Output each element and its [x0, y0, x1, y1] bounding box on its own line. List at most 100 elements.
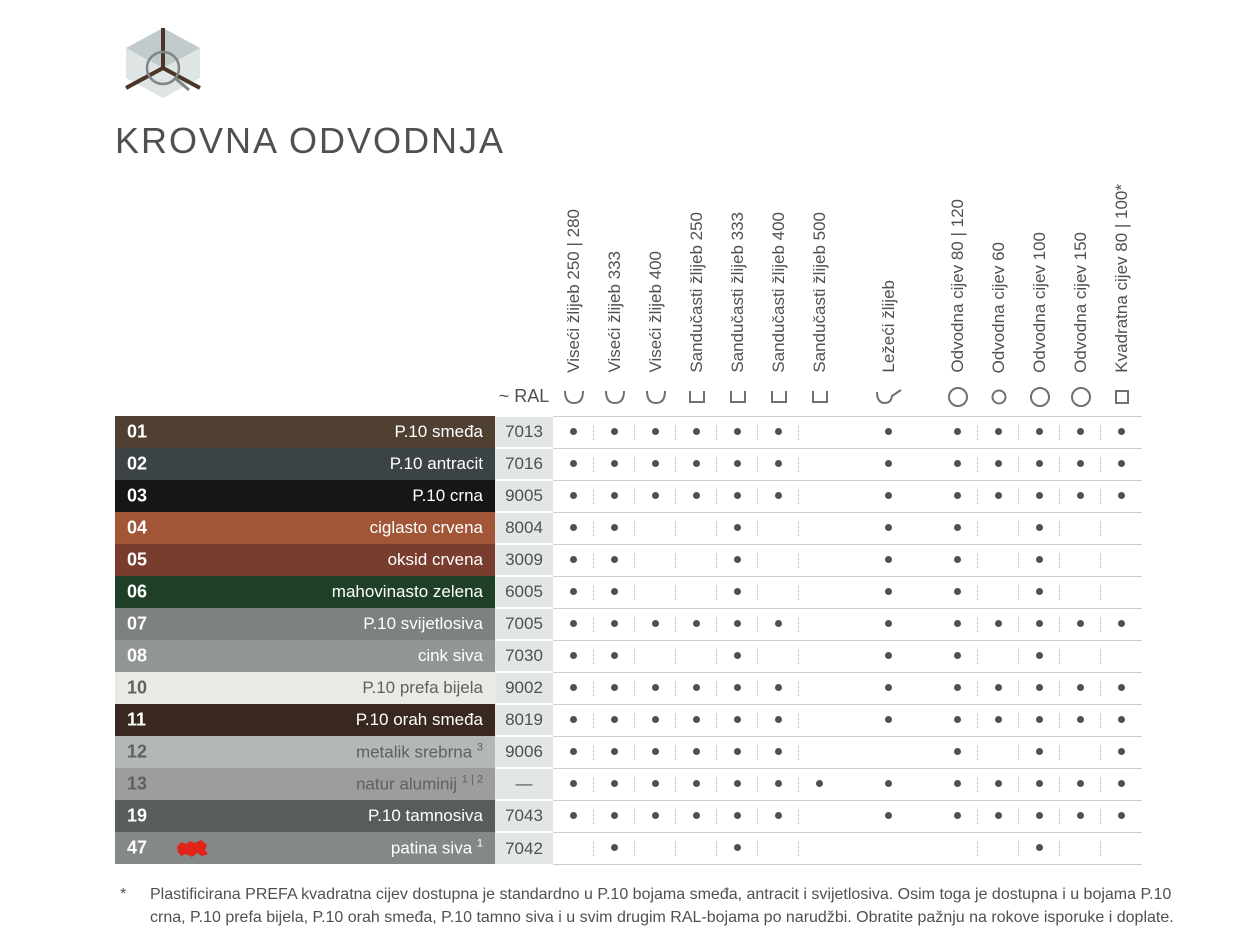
color-name: P.10 svijetlosiva — [363, 614, 483, 634]
column-header: Odvodna cijev 80 | 120 — [948, 199, 968, 373]
color-swatch: 12metalik srebrna 3 — [115, 736, 495, 768]
availability-dot — [1036, 460, 1043, 467]
availability-dot — [570, 620, 577, 627]
availability-cell — [553, 480, 594, 512]
availability-cell — [1019, 512, 1060, 544]
availability-dot — [995, 812, 1002, 819]
availability-dot — [570, 716, 577, 723]
table-row: 01P.10 smeđa7013 — [115, 416, 1142, 448]
availability-cell — [635, 416, 676, 448]
availability-cell — [758, 576, 799, 608]
availability-cell — [635, 768, 676, 800]
availability-cell — [676, 448, 717, 480]
availability-cell — [1019, 832, 1060, 864]
color-name: patina siva 1 — [391, 838, 483, 859]
availability-dot — [995, 716, 1002, 723]
availability-dot — [885, 460, 892, 467]
color-code: 04 — [127, 518, 147, 539]
shape-icon — [978, 382, 1019, 416]
availability-cell — [799, 544, 840, 576]
availability-dot — [775, 620, 782, 627]
availability-dot — [775, 780, 782, 787]
availability-cell — [1019, 704, 1060, 736]
availability-dot — [954, 620, 961, 627]
color-code: 06 — [127, 582, 147, 603]
availability-cell — [1060, 736, 1101, 768]
shape-icon — [1101, 382, 1142, 416]
availability-cell — [594, 448, 635, 480]
availability-cell — [1101, 416, 1142, 448]
availability-dot — [995, 780, 1002, 787]
availability-cell — [978, 448, 1019, 480]
color-swatch: 47 patina siva 1 — [115, 832, 495, 864]
availability-cell — [594, 736, 635, 768]
availability-cell — [1060, 480, 1101, 512]
availability-cell — [553, 608, 594, 640]
availability-cell — [937, 640, 978, 672]
availability-dot — [954, 716, 961, 723]
table-row: 11P.10 orah smeđa8019 — [115, 704, 1142, 736]
availability-dot — [775, 460, 782, 467]
table-row: 19P.10 tamnosiva7043 — [115, 800, 1142, 832]
availability-cell — [799, 672, 840, 704]
availability-dot — [611, 428, 618, 435]
availability-cell — [758, 800, 799, 832]
availability-dot — [734, 652, 741, 659]
availability-cell — [676, 768, 717, 800]
region-icon — [175, 837, 210, 859]
availability-dot — [1118, 716, 1125, 723]
availability-cell — [594, 512, 635, 544]
availability-cell — [1019, 672, 1060, 704]
shape-icon — [1019, 382, 1060, 416]
availability-dot — [570, 428, 577, 435]
availability-cell — [868, 576, 909, 608]
availability-cell — [799, 640, 840, 672]
table-row: 02P.10 antracit7016 — [115, 448, 1142, 480]
availability-dot — [1077, 492, 1084, 499]
availability-cell — [868, 448, 909, 480]
availability-cell — [758, 672, 799, 704]
footnote-text: Plastificirana PREFA kvadratna cijev dos… — [150, 883, 1190, 929]
color-swatch: 10P.10 prefa bijela — [115, 672, 495, 704]
availability-cell — [758, 480, 799, 512]
availability-cell — [676, 416, 717, 448]
availability-cell — [717, 512, 758, 544]
availability-cell — [676, 672, 717, 704]
availability-cell — [799, 416, 840, 448]
availability-cell — [676, 832, 717, 864]
color-swatch: 04ciglasto crvena — [115, 512, 495, 544]
page-container: KROVNA ODVODNJA Viseći žlijeb 250 | 280V… — [0, 20, 1250, 949]
availability-dot — [734, 492, 741, 499]
availability-cell — [758, 448, 799, 480]
availability-cell — [1019, 576, 1060, 608]
availability-cell — [553, 512, 594, 544]
availability-dot — [775, 812, 782, 819]
color-code: 08 — [127, 646, 147, 667]
availability-cell — [758, 704, 799, 736]
availability-dot — [611, 716, 618, 723]
shape-icon — [676, 382, 717, 416]
availability-cell — [1060, 832, 1101, 864]
availability-cell — [978, 832, 1019, 864]
availability-dot — [1118, 620, 1125, 627]
availability-cell — [635, 608, 676, 640]
availability-cell — [676, 480, 717, 512]
availability-dot — [1036, 844, 1043, 851]
availability-dot — [570, 812, 577, 819]
availability-dot — [775, 716, 782, 723]
ral-value: 7030 — [495, 640, 553, 672]
availability-dot — [611, 524, 618, 531]
availability-cell — [594, 608, 635, 640]
availability-cell — [978, 544, 1019, 576]
color-swatch: 13natur aluminij 1 | 2 — [115, 768, 495, 800]
availability-cell — [635, 480, 676, 512]
availability-cell — [937, 448, 978, 480]
availability-dot — [652, 748, 659, 755]
color-code: 47 — [127, 838, 147, 859]
availability-cell — [635, 704, 676, 736]
availability-cell — [1019, 480, 1060, 512]
availability-dot — [1118, 428, 1125, 435]
availability-cell — [1019, 544, 1060, 576]
availability-cell — [978, 672, 1019, 704]
availability-cell — [635, 736, 676, 768]
